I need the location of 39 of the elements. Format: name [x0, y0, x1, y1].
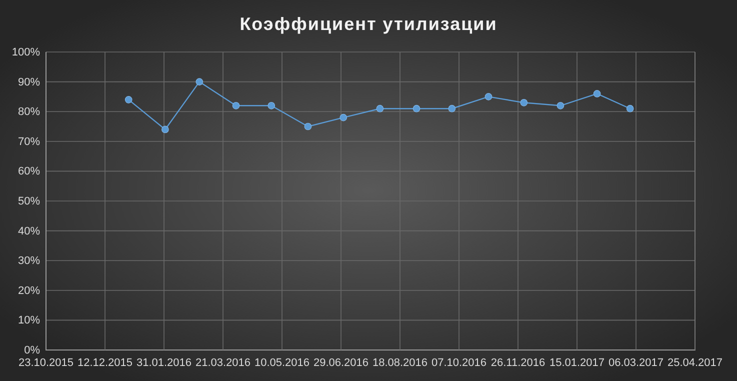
point [376, 104, 384, 112]
y-tick-label: 0% [24, 344, 40, 357]
chart-title: Коэффициент утилизации [240, 14, 498, 34]
y-tick-label: 10% [18, 314, 40, 327]
x-tick-label: 12.12.2015 [77, 356, 133, 369]
point [304, 122, 312, 130]
x-tick-label: 26.11.2016 [490, 356, 546, 369]
y-tick-label: 60% [18, 166, 40, 178]
point [484, 93, 492, 100]
point [520, 98, 528, 106]
y-tick-label: 90% [18, 76, 40, 88]
y-tick-label: 70% [18, 136, 40, 148]
x-tick-label: 21.03.2016 [195, 356, 251, 369]
point [340, 114, 348, 122]
point [196, 78, 204, 86]
point [232, 102, 240, 110]
point [161, 126, 169, 134]
x-tick-label: 25.04.2017 [667, 356, 723, 369]
point [556, 102, 564, 110]
point [448, 104, 456, 112]
point [124, 96, 132, 104]
y-tick-label: 20% [18, 284, 40, 297]
y-tick-label: 50% [18, 196, 40, 208]
x-tick-label: 15.01.2017 [549, 356, 605, 369]
y-tick-label: 100% [12, 46, 40, 59]
x-tick-label: 07.10.2016 [431, 356, 487, 369]
point [412, 104, 420, 112]
x-tick-label: 31.01.2016 [136, 356, 192, 369]
point [626, 104, 634, 112]
point [593, 90, 601, 98]
x-tick-label: 23.10.2015 [18, 356, 74, 369]
x-tick-label: 18.08.2016 [372, 356, 428, 369]
point [268, 102, 276, 110]
y-tick-label: 40% [18, 225, 40, 238]
x-tick-label: 29.06.2016 [313, 356, 369, 369]
x-tick-label: 10.05.2016 [254, 356, 310, 369]
x-tick-label: 06.03.2017 [608, 356, 664, 369]
y-tick-label: 30% [18, 255, 40, 268]
y-tick-label: 80% [18, 106, 40, 118]
